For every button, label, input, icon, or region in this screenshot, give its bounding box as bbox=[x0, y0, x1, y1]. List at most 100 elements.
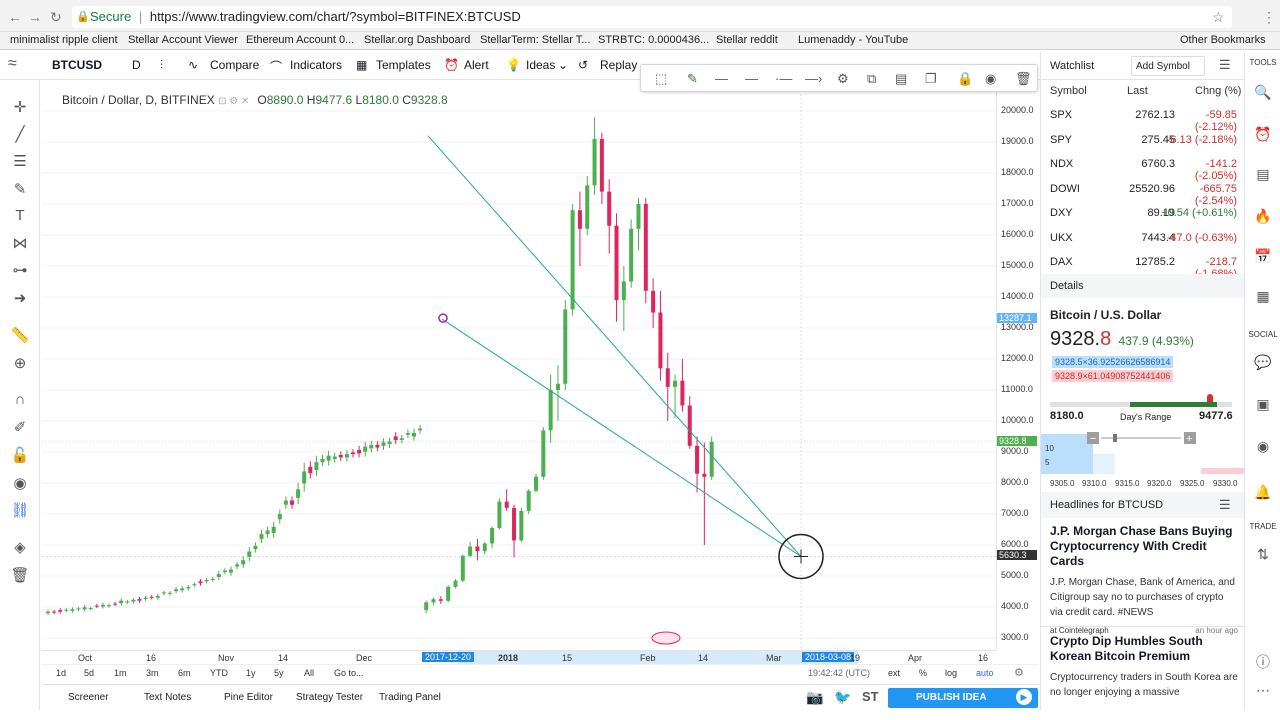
camera-icon[interactable]: 📷 bbox=[806, 689, 824, 705]
ruler-icon[interactable]: 📏 bbox=[10, 327, 30, 344]
auto-toggle[interactable]: auto bbox=[976, 668, 994, 678]
line-dash-icon[interactable]: ·— bbox=[775, 71, 793, 86]
lock-icon[interactable]: 🔒 bbox=[957, 71, 974, 86]
eye-icon[interactable]: ◉ bbox=[13, 475, 27, 492]
symbol-search[interactable]: BTCUSD bbox=[52, 58, 102, 72]
more-icon[interactable]: ⋯ bbox=[1256, 682, 1270, 698]
clone-icon[interactable]: ⧉ bbox=[867, 71, 877, 86]
interval-button[interactable]: D bbox=[132, 58, 141, 72]
eye-icon[interactable]: ◉ bbox=[985, 71, 997, 86]
crosshair-icon[interactable]: ✛ bbox=[13, 99, 27, 116]
bookmark-item[interactable]: Other Bookmarks bbox=[1180, 34, 1266, 46]
templates-button[interactable]: Templates bbox=[376, 58, 431, 72]
time-axis[interactable]: Oct 16 Nov 14 Dec 2017-12-20 2018 15 Feb 14 Mar 201… bbox=[42, 650, 996, 664]
ext-toggle[interactable]: ext bbox=[888, 668, 901, 678]
price-axis[interactable]: 20000.0 19000.0 18000.0 17000.0 16000.0 15000… bbox=[996, 90, 1038, 650]
watchlist-row-spx[interactable]: SPX 2762.13 -59.85 (-2.12%) bbox=[1041, 104, 1245, 133]
pencil-icon[interactable]: ✎ bbox=[687, 71, 698, 86]
streams-icon[interactable]: ◉ bbox=[1256, 438, 1270, 454]
range-1y[interactable]: 1y bbox=[246, 668, 256, 678]
pattern-icon[interactable]: ⋈ bbox=[12, 235, 28, 252]
data-window-icon[interactable]: ▤ bbox=[1256, 166, 1270, 182]
alert-icon[interactable]: ⏰ bbox=[444, 58, 459, 72]
link-icon[interactable]: ⛓ bbox=[10, 502, 30, 519]
bookmark-item[interactable]: Lumenaddy - YouTube bbox=[798, 34, 909, 46]
indicators-icon[interactable]: ⌒ bbox=[270, 60, 283, 74]
line-style-icon[interactable]: — bbox=[715, 71, 728, 86]
watchlist-row-ndx[interactable]: NDX 6760.3 -141.2 (-2.05%) bbox=[1041, 153, 1245, 182]
watchlist-row-dowi[interactable]: DOWI 25520.96 -665.75 (-2.54%) bbox=[1041, 178, 1245, 207]
menu-icon[interactable]: ⋮ bbox=[1262, 9, 1276, 25]
watchlist-row-spy[interactable]: SPY 275.45 -6.13 (-2.18%) bbox=[1041, 129, 1245, 153]
bookmark-item[interactable]: Ethereum Account 0... bbox=[246, 34, 355, 46]
list-menu-icon[interactable]: ☰ bbox=[1219, 57, 1231, 72]
log-toggle[interactable]: log bbox=[945, 668, 958, 678]
trendline-icon[interactable]: ╱ bbox=[15, 126, 25, 143]
watchlist-row-ukx[interactable]: UKX 7443.4 -47.0 (-0.63%) bbox=[1041, 227, 1245, 251]
compare-icon[interactable]: ∿ bbox=[188, 58, 199, 72]
goto-date[interactable]: Go to... bbox=[334, 668, 364, 678]
address-bar[interactable]: 🔒 Secure | https://www.tradingview.com/c… bbox=[72, 6, 1232, 28]
gear-icon[interactable]: ⚙ bbox=[837, 71, 849, 86]
bookmark-item[interactable]: minimalist ripple client bbox=[10, 34, 118, 46]
notifications-icon[interactable]: 🔔 bbox=[1254, 484, 1272, 500]
axis-settings-icon[interactable]: ⚙ bbox=[1014, 667, 1024, 679]
tradingview-logo-icon[interactable]: ≈ bbox=[8, 55, 17, 72]
price-chart[interactable] bbox=[42, 90, 996, 650]
arrow-icon[interactable]: ➜ bbox=[13, 290, 27, 307]
range-ytd[interactable]: YTD bbox=[210, 668, 228, 678]
headlines-menu-icon[interactable]: ☰ bbox=[1219, 497, 1231, 512]
bookmark-item[interactable]: Stellar reddit bbox=[716, 34, 778, 46]
star-icon[interactable]: ☆ bbox=[1212, 9, 1225, 25]
tab-pine-editor[interactable]: Pine Editor bbox=[224, 692, 273, 703]
ideas-stream-icon[interactable]: ▣ bbox=[1256, 396, 1270, 412]
range-5d[interactable]: 5d bbox=[84, 668, 95, 678]
layers-icon[interactable]: ▤ bbox=[895, 71, 908, 86]
twitter-icon[interactable]: 🐦 bbox=[834, 689, 852, 705]
alarm-icon[interactable]: ⏰ bbox=[1254, 126, 1272, 142]
ideas-dropdown-icon[interactable]: ⌄ bbox=[558, 58, 569, 72]
range-1m[interactable]: 1m bbox=[114, 668, 127, 678]
tab-text-notes[interactable]: Text Notes bbox=[144, 692, 192, 703]
bookmark-item[interactable]: STRBTC: 0.0000436... bbox=[598, 34, 710, 46]
calendar-icon[interactable]: 📅 bbox=[1254, 248, 1272, 264]
magnet-icon[interactable]: ∩ bbox=[14, 391, 26, 408]
layers-icon[interactable]: ◈ bbox=[14, 539, 26, 556]
zoom-icon[interactable]: ⊕ bbox=[13, 355, 27, 372]
bookmark-item[interactable]: Stellar.org Dashboard bbox=[364, 34, 471, 46]
brush-icon[interactable]: ✎ bbox=[13, 181, 27, 198]
publish-idea-button[interactable]: PUBLISH IDEA ▶ bbox=[888, 688, 1038, 708]
back-icon[interactable]: ← bbox=[8, 9, 22, 25]
range-6m[interactable]: 6m bbox=[178, 668, 191, 678]
alert-button[interactable]: Alert bbox=[464, 58, 489, 72]
forward-icon[interactable]: → bbox=[28, 9, 42, 25]
pencil-lock-icon[interactable]: ✐ bbox=[13, 419, 27, 436]
line-end-icon[interactable]: —› bbox=[805, 71, 823, 86]
news-item[interactable]: J.P. Morgan Chase Bans Buying Cryptocurr… bbox=[1050, 524, 1238, 638]
hotlist-icon[interactable]: 🔥 bbox=[1254, 208, 1272, 224]
fib-icon[interactable]: ⊶ bbox=[12, 262, 28, 279]
range-3m[interactable]: 3m bbox=[146, 668, 159, 678]
trade-icon[interactable]: ⇅ bbox=[1257, 546, 1269, 562]
lock-drawings-icon[interactable]: 🔓 bbox=[10, 447, 30, 464]
stocktwits-icon[interactable]: ST bbox=[862, 689, 879, 704]
line-width-icon[interactable]: — bbox=[745, 71, 758, 86]
bookmark-item[interactable]: Stellar Account Viewer bbox=[128, 34, 238, 46]
replay-icon[interactable]: ↺ bbox=[578, 58, 589, 72]
compare-button[interactable]: Compare bbox=[210, 58, 260, 72]
help-icon[interactable]: ⓘ bbox=[1256, 654, 1270, 670]
ideas-button[interactable]: Ideas bbox=[526, 58, 556, 72]
horizontal-lines-icon[interactable]: ☰ bbox=[13, 153, 27, 170]
trash-icon[interactable]: 🗑 bbox=[1015, 71, 1032, 86]
replay-button[interactable]: Replay bbox=[600, 58, 638, 72]
candle-style-icon[interactable]: ⫶ bbox=[160, 58, 164, 72]
add-symbol-input[interactable]: Add Symbol bbox=[1131, 56, 1205, 76]
watchlist-row-dxy[interactable]: DXY 89.19 +0.54 (+0.61%) bbox=[1041, 202, 1245, 226]
range-all[interactable]: All bbox=[304, 668, 315, 678]
news-item[interactable]: Crypto Dip Humbles South Korean Bitcoin … bbox=[1050, 634, 1238, 700]
range-1d[interactable]: 1d bbox=[56, 668, 67, 678]
grid-icon[interactable]: ▦ bbox=[1256, 288, 1270, 304]
bookmark-item[interactable]: StellarTerm: Stellar T... bbox=[480, 34, 591, 46]
templates-icon[interactable]: ▦ bbox=[356, 58, 368, 72]
range-5y[interactable]: 5y bbox=[274, 668, 284, 678]
